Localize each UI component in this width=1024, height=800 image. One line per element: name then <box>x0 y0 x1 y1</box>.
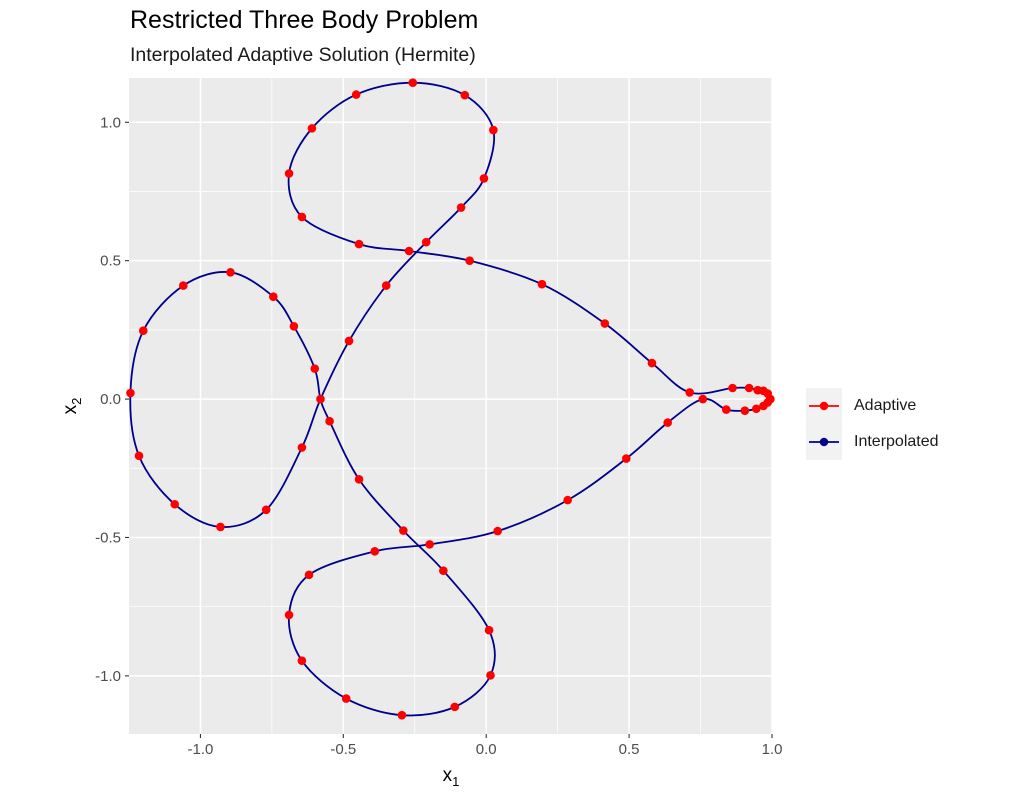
x-axis-title-sub: 1 <box>452 774 459 789</box>
adaptive-point <box>397 710 407 720</box>
adaptive-point <box>493 526 502 536</box>
adaptive-point <box>370 547 380 556</box>
adaptive-point <box>721 405 731 414</box>
adaptive-point <box>425 540 434 549</box>
adaptive-point <box>289 321 299 331</box>
adaptive-point <box>563 495 572 505</box>
adaptive-point <box>479 174 489 183</box>
legend-item-adaptive: Adaptive <box>806 388 939 424</box>
adaptive-point <box>486 671 495 680</box>
adaptive-point <box>126 388 135 398</box>
adaptive-point <box>269 292 278 301</box>
adaptive-point <box>728 383 737 393</box>
x-tick-label: 0.5 <box>619 741 640 758</box>
grid-minor <box>129 78 772 734</box>
adaptive-point <box>753 385 763 395</box>
adaptive-point <box>537 279 547 289</box>
legend-swatch-adaptive <box>809 401 839 411</box>
legend-label-interpolated: Interpolated <box>854 433 939 450</box>
adaptive-point <box>421 237 431 247</box>
adaptive-point <box>600 319 610 328</box>
adaptive-point <box>621 454 631 463</box>
adaptive-point <box>744 383 754 393</box>
adaptive-point <box>284 610 294 620</box>
adaptive-point <box>489 125 498 135</box>
legend-point-adaptive <box>819 401 829 411</box>
adaptive-point <box>316 394 325 404</box>
adaptive-point <box>404 246 414 256</box>
adaptive-point <box>647 358 657 368</box>
adaptive-point <box>304 570 314 580</box>
adaptive-point <box>399 526 408 535</box>
x-tick-label: -1.0 <box>188 741 214 758</box>
adaptive-point <box>354 239 364 249</box>
adaptive-point <box>439 566 448 575</box>
adaptive-point <box>456 203 466 212</box>
x-tick-label: -0.5 <box>330 741 356 758</box>
y-tick-label: -0.5 <box>95 529 121 546</box>
adaptive-point <box>297 212 307 222</box>
axis-ticks <box>125 121 773 738</box>
adaptive-point <box>344 336 354 346</box>
adaptive-point <box>465 256 474 265</box>
adaptive-point <box>325 416 334 426</box>
plot-panel <box>129 78 772 734</box>
adaptive-point <box>297 443 307 452</box>
adaptive-point <box>765 394 775 404</box>
adaptive-point <box>226 268 235 277</box>
x-axis-title-main: x <box>443 765 453 786</box>
grid-major <box>129 78 773 734</box>
legend-swatch-interpolated <box>809 437 839 447</box>
adaptive-point <box>307 124 317 133</box>
y-tick-label: -1.0 <box>95 668 121 685</box>
adaptive-point <box>354 475 364 484</box>
adaptive-point <box>297 656 307 665</box>
y-axis-title-main: x <box>60 404 81 414</box>
adaptive-point <box>178 281 188 290</box>
adaptive-point <box>261 505 271 515</box>
adaptive-point <box>484 625 494 635</box>
legend-key-adaptive <box>806 388 842 424</box>
adaptive-point <box>134 451 144 461</box>
x-tick-labels: -1.0 -0.5 0.0 0.5 1.0 <box>188 741 783 758</box>
y-axis-title-sub: 2 <box>69 398 84 405</box>
x-tick-label: 1.0 <box>762 741 783 758</box>
adaptive-point <box>663 418 672 427</box>
adaptive-point <box>351 90 361 99</box>
x-tick-label: 0.0 <box>476 741 497 758</box>
adaptive-point <box>408 78 418 88</box>
adaptive-point <box>698 394 708 404</box>
y-axis-title: x2 <box>60 398 84 415</box>
chart-title: Restricted Three Body Problem <box>130 6 479 34</box>
adaptive-point <box>381 281 391 290</box>
legend-label-adaptive: Adaptive <box>854 397 917 414</box>
adaptive-point <box>740 406 750 416</box>
adaptive-point <box>751 404 761 414</box>
x-axis-title: x1 <box>443 765 460 789</box>
legend: Adaptive Interpolated <box>806 388 939 460</box>
legend-point-interpolated <box>819 437 829 447</box>
legend-key-interpolated <box>806 424 842 460</box>
adaptive-point <box>310 364 320 373</box>
adaptive-point <box>685 388 694 397</box>
y-tick-label: 0.5 <box>100 253 121 270</box>
y-tick-labels: -1.0 -0.5 0.0 0.5 1.0 <box>95 114 121 685</box>
adaptive-point <box>138 326 148 336</box>
adaptive-point <box>216 522 225 532</box>
adaptive-point <box>450 702 460 712</box>
interpolated-series-line <box>129 81 772 717</box>
y-tick-label: 0.0 <box>100 391 121 408</box>
adaptive-point <box>170 499 180 509</box>
adaptive-point <box>284 169 294 178</box>
adaptive-point <box>460 90 470 100</box>
legend-item-interpolated: Interpolated <box>806 424 939 460</box>
series-layer <box>126 78 775 720</box>
chart-subtitle: Interpolated Adaptive Solution (Hermite) <box>130 44 476 66</box>
y-tick-label: 1.0 <box>100 114 121 131</box>
adaptive-point <box>341 694 351 703</box>
